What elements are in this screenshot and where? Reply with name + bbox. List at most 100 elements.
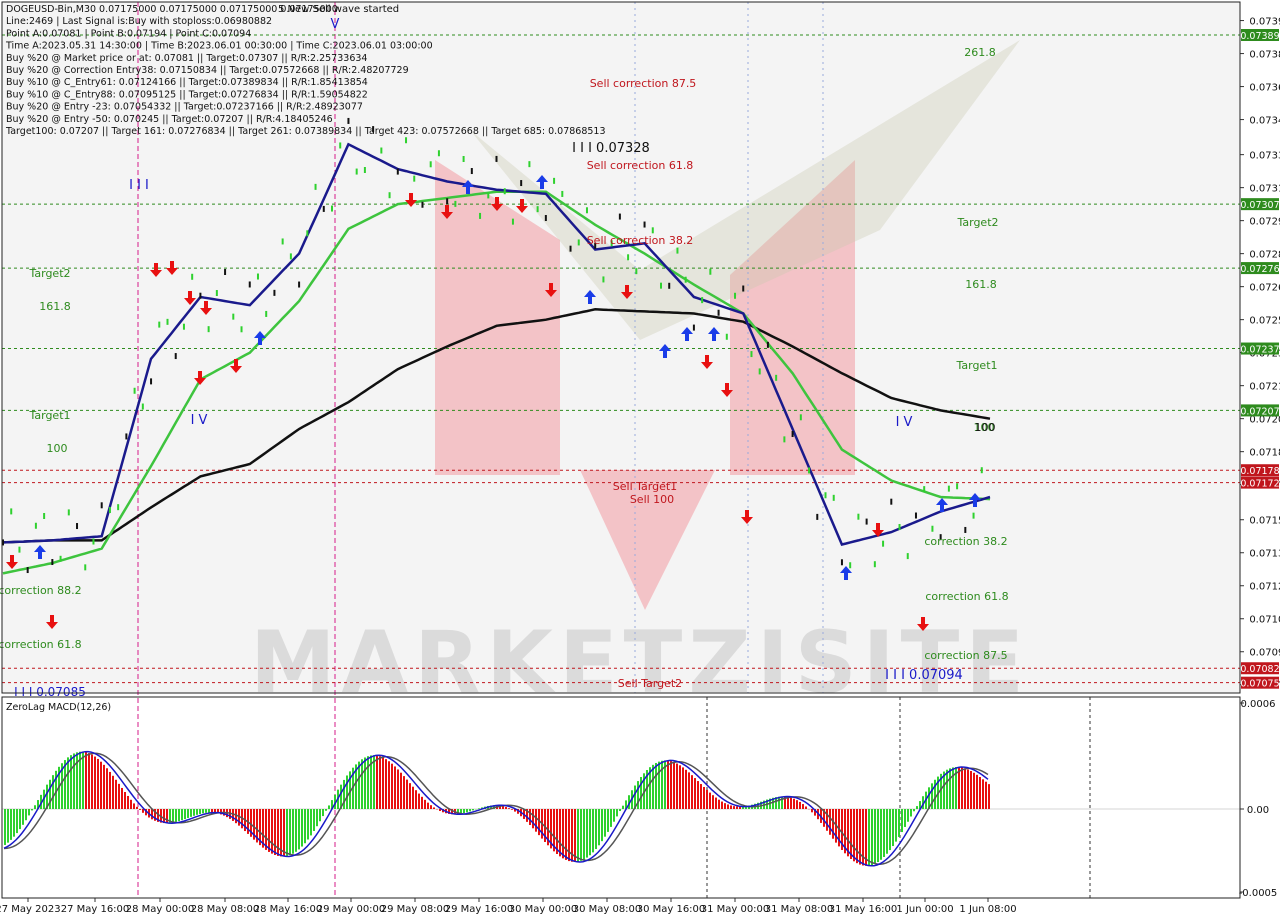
candle [520, 180, 522, 186]
wave-label: I I I [129, 178, 149, 193]
macd-histogram-bar [973, 773, 975, 809]
macd-histogram-bar [271, 809, 273, 854]
candle [199, 293, 201, 299]
macd-histogram-bar [283, 809, 285, 856]
macd-histogram-bar [4, 809, 6, 845]
level-label: correction 61.8 [925, 590, 1008, 603]
price-tag-label: 0.07237 [1240, 345, 1279, 356]
candle [693, 325, 695, 331]
candle [331, 206, 333, 212]
candle [948, 486, 950, 492]
level-label: correction 38.2 [924, 535, 1007, 548]
macd-histogram-bar [364, 757, 366, 809]
x-tick-label: 30 May 08:00 [573, 904, 642, 915]
macd-histogram-bar [34, 805, 36, 809]
macd-histogram-bar [394, 766, 396, 809]
macd-histogram-bar [382, 757, 384, 809]
macd-histogram-bar [199, 809, 201, 814]
macd-tick-label: 0.0006 [1241, 699, 1276, 710]
macd-histogram-bar [721, 802, 723, 809]
candle [512, 219, 514, 225]
macd-histogram-bar [190, 809, 192, 817]
macd-histogram-bar [985, 782, 987, 809]
x-tick-label: 1 Jun 08:00 [959, 904, 1016, 915]
macd-histogram-bar [274, 809, 276, 855]
macd-histogram-bar [787, 797, 789, 809]
candle [224, 269, 226, 275]
candle [51, 559, 53, 565]
level-label: 161.8 [39, 300, 71, 313]
level-label: Sell correction 87.5 [590, 77, 697, 90]
candle [35, 523, 37, 529]
wave-label: 100 [975, 421, 996, 434]
price-tag-label: 0.07075 [1240, 679, 1279, 690]
candle [191, 274, 193, 280]
candle [528, 161, 530, 167]
macd-histogram-bar [907, 809, 909, 822]
macd-histogram-bar [511, 809, 513, 810]
price-tag-label: 0.07307 [1240, 200, 1279, 211]
candle [676, 248, 678, 254]
candle [265, 311, 267, 317]
macd-histogram-bar [595, 809, 597, 849]
y-tick-label: 0.07090 [1249, 648, 1280, 659]
candle [315, 184, 317, 190]
candle [496, 156, 498, 162]
macd-histogram-bar [193, 809, 195, 816]
macd-histogram-bar [583, 809, 585, 859]
y-tick-label: 0.07267 [1249, 283, 1280, 294]
price-tag-label: 0.07178 [1240, 466, 1279, 477]
candle [899, 524, 901, 530]
macd-histogram-bar [127, 796, 129, 809]
header-line: Buy %20 @ Entry -23: 0.07054332 || Targe… [6, 102, 363, 113]
candle [150, 378, 152, 384]
y-tick-label: 0.07122 [1249, 582, 1280, 593]
candle [792, 431, 794, 437]
candle [446, 198, 448, 204]
wave-label: I V [191, 413, 208, 428]
macd-histogram-bar [313, 809, 315, 831]
macd-histogram-bar [172, 809, 174, 823]
macd-histogram-bar [778, 797, 780, 809]
macd-histogram-bar [718, 800, 720, 809]
candle [619, 214, 621, 220]
macd-histogram-bar [67, 757, 69, 809]
macd-histogram-bar [100, 762, 102, 809]
candle [775, 375, 777, 381]
macd-histogram-bar [388, 761, 390, 809]
x-tick-label: 27 May 2023 [0, 904, 61, 915]
macd-histogram-bar [94, 757, 96, 809]
macd-histogram-bar [70, 755, 72, 809]
macd-histogram-bar [385, 759, 387, 809]
level-label: Sell 100 [630, 493, 674, 506]
wave-label: I V [896, 415, 913, 430]
macd-histogram-bar [367, 756, 369, 809]
price-tag-label: 0.07207 [1240, 406, 1279, 417]
level-label: correction 87.5 [924, 649, 1007, 662]
macd-histogram-bar [52, 775, 54, 809]
macd-histogram-bar [466, 809, 468, 812]
candle [718, 310, 720, 316]
macd-histogram-bar [115, 780, 117, 809]
candle [783, 436, 785, 442]
header-line: Buy %20 @ Correction Entry38: 0.07150834… [6, 65, 409, 76]
candle [915, 513, 917, 519]
macd-tick-label: -0.0005 [1239, 888, 1278, 899]
macd-histogram-bar [916, 806, 918, 809]
x-tick-label: 28 May 00:00 [126, 904, 195, 915]
candle [117, 504, 119, 510]
candle [866, 519, 868, 525]
macd-histogram-bar [133, 803, 135, 809]
macd-histogram-bar [424, 800, 426, 809]
wave-label: I I I 0.07094 [885, 668, 963, 683]
level-label: Target2 [28, 267, 70, 280]
macd-histogram-bar [727, 804, 729, 809]
candle [726, 334, 728, 340]
macd-histogram-bar [508, 808, 510, 809]
macd-histogram-bar [112, 776, 114, 809]
macd-histogram-bar [724, 803, 726, 809]
candle [742, 286, 744, 292]
candle [125, 433, 127, 439]
macd-histogram-bar [691, 775, 693, 809]
